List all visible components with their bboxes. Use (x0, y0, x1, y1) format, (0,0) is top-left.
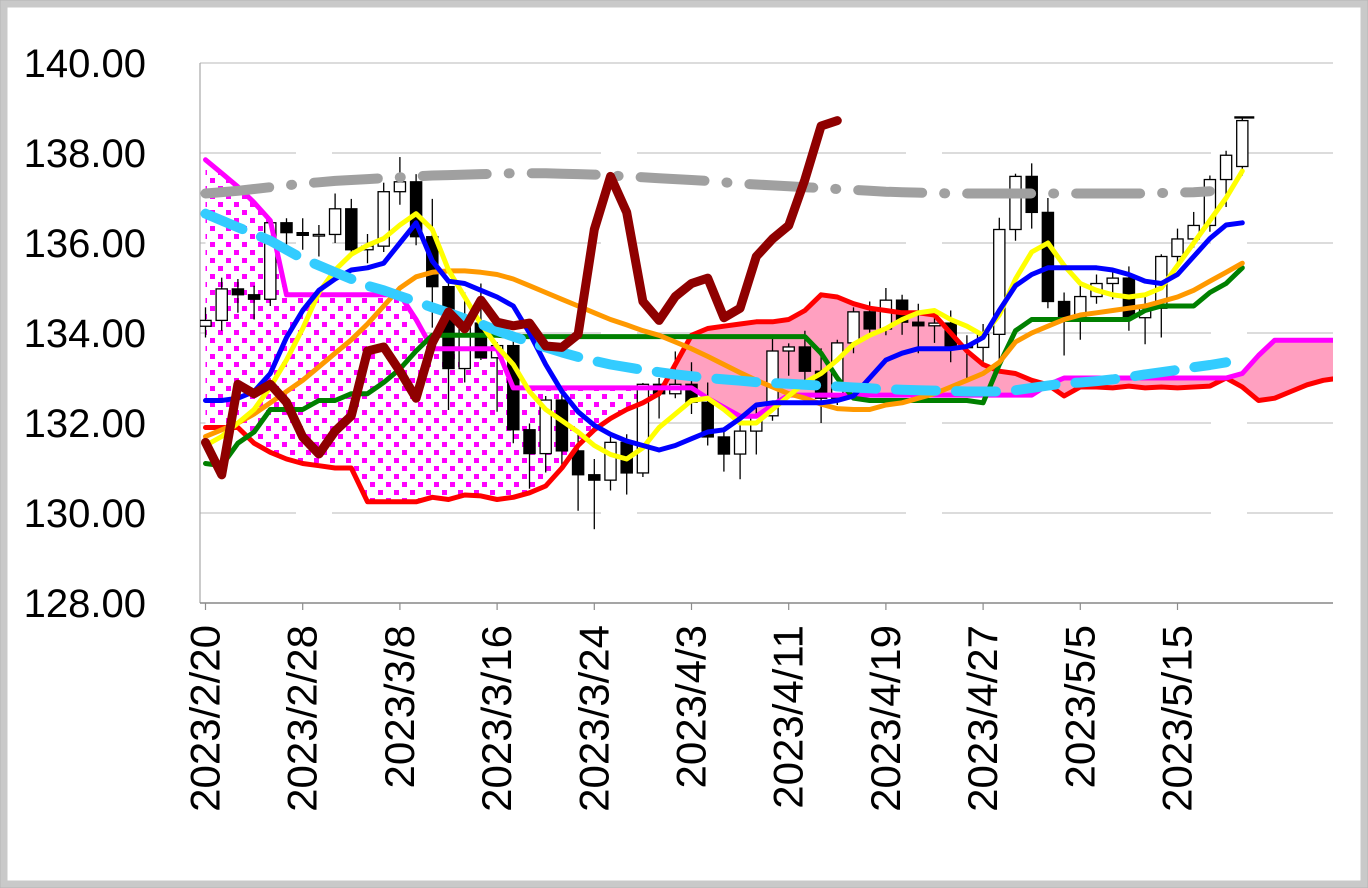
series-ma-orange-line (203, 260, 1245, 439)
candle-body-down (701, 401, 714, 438)
candle-body-up (377, 191, 390, 247)
candle-body-up (1171, 238, 1184, 258)
y-axis-label: 140.00 (24, 42, 146, 86)
candle-body-up (1236, 119, 1249, 168)
candle-body-up (847, 311, 860, 344)
y-axis-label: 128.00 (24, 582, 146, 626)
series-tenkan-blue-line (203, 220, 1245, 453)
y-axis-label: 136.00 (24, 222, 146, 266)
x-axis-label: 2023/2/28 (279, 625, 326, 812)
candle-body-down (523, 429, 536, 455)
candle-body-down (863, 311, 876, 330)
gridline-dash (906, 152, 942, 155)
candle-body-up (328, 208, 342, 236)
candle-body-down (409, 181, 423, 238)
candle-body-down (571, 450, 585, 476)
candle-body-up (928, 322, 941, 327)
gridline-dash (906, 512, 942, 515)
series-ma-yellow-line (203, 168, 1245, 462)
candle-body-down (588, 474, 601, 481)
candle-body-up (1009, 175, 1022, 231)
x-axis-label: 2023/5/5 (1056, 625, 1103, 789)
candle-body-up (993, 228, 1006, 335)
gridline-dash (601, 512, 637, 515)
x-axis-label: 2023/3/16 (473, 625, 520, 812)
gridline-dash (906, 242, 942, 245)
candle-body-down (912, 321, 925, 327)
x-axis-label: 2023/3/24 (570, 625, 617, 812)
candle-body-down (717, 436, 731, 455)
candle-body-down (231, 288, 245, 296)
candle-body-down (296, 231, 309, 236)
gridline-dash (1211, 242, 1247, 245)
candle-body-down (247, 294, 261, 300)
y-axis-labels: 140.00 138.00 136.00 134.00 132.00 130.00 128.… (24, 42, 146, 626)
gridline-dash (296, 152, 332, 155)
series-ma-cyan-dashed-line (200, 208, 1232, 397)
y-axis-label: 134.00 (24, 312, 146, 356)
series-chikou-darkred-line (201, 116, 842, 480)
candle-body-up (604, 441, 617, 481)
gridline-dash (296, 242, 332, 245)
candle-body-up (393, 181, 407, 193)
gridline-dash (601, 422, 637, 425)
candle-body-up (312, 233, 326, 237)
x-axis-label: 2023/4/11 (765, 625, 812, 809)
gridline-dash (601, 152, 637, 155)
y-axis-label: 132.00 (24, 402, 146, 446)
x-axis-label: 2023/2/20 (182, 625, 229, 812)
y-axis-label: 138.00 (24, 132, 146, 176)
candle-body-up (539, 399, 552, 455)
candle-body-up (733, 430, 747, 455)
series-ma-gray-dashdot-line (200, 168, 1215, 199)
gridline-dash (601, 332, 637, 335)
gridline-dash (296, 512, 332, 515)
candle-body-up (1219, 154, 1233, 181)
x-axis-label: 2023/3/8 (376, 625, 423, 789)
gridline-dash (1211, 512, 1247, 515)
candle-body-up (1203, 178, 1217, 227)
x-axis-label: 2023/4/3 (668, 625, 715, 789)
axes (199, 63, 1333, 604)
candle-body-up (636, 383, 650, 474)
gridline-dash (1211, 332, 1247, 335)
candle-body-down (1041, 211, 1055, 303)
y-axis-label: 130.00 (24, 492, 146, 536)
gridline-dash (1211, 152, 1247, 155)
candle-body-down (345, 208, 358, 251)
series-senkou-span-b-line (203, 292, 1333, 505)
candle-body-up (200, 319, 212, 327)
x-axis-label: 2023/4/19 (862, 625, 909, 812)
candle-body-up (215, 288, 228, 322)
gridline-dash (906, 422, 942, 425)
x-axis-label: 2023/5/15 (1154, 625, 1201, 812)
x-axis-label: 2023/4/27 (959, 625, 1006, 812)
x-axis-labels: 2023/2/20 2023/2/28 2023/3/8 2023/3/16 2023/… (182, 603, 1201, 812)
candle-body-up (782, 346, 795, 352)
gridline-dash (601, 242, 637, 245)
gridline-dash (1211, 422, 1247, 425)
candle-body-down (280, 222, 293, 234)
candle-body-down (798, 346, 812, 372)
candle-body-up (1106, 277, 1119, 285)
plot-area (200, 116, 1333, 530)
